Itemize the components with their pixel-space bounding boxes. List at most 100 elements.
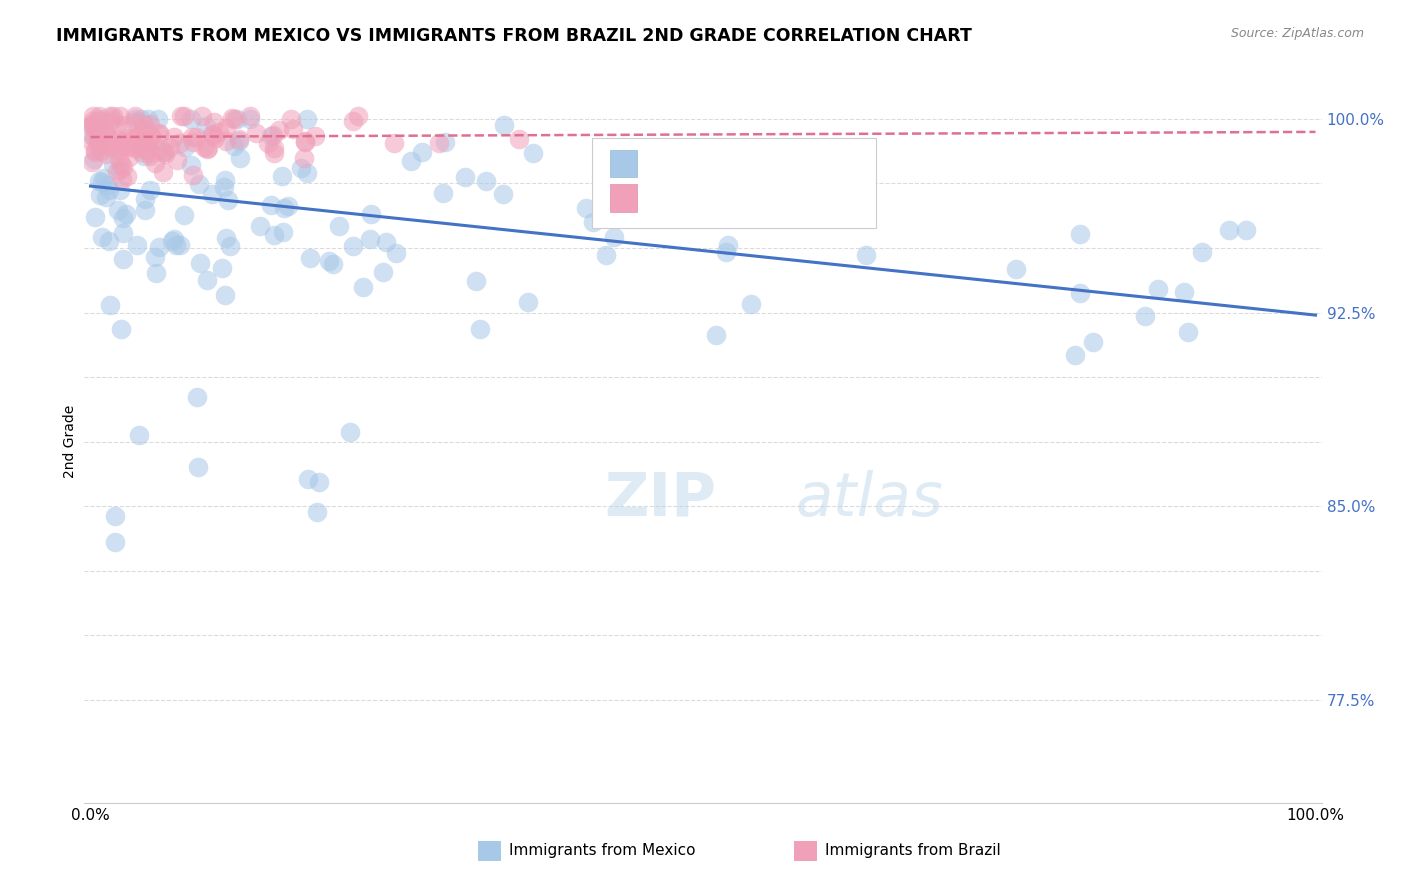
Point (169, 238, 191, 252)
Point (136, 143, 159, 157)
Point (193, 140, 215, 154)
FancyBboxPatch shape (610, 150, 637, 178)
Point (191, 109, 214, 123)
Point (107, 138, 129, 153)
Point (181, 129, 204, 144)
Point (127, 128, 149, 143)
Point (208, 125, 231, 139)
Point (434, 135, 457, 149)
Point (132, 149, 155, 163)
Point (152, 145, 174, 159)
Point (169, 136, 191, 150)
Point (129, 112, 152, 126)
Point (108, 162, 131, 177)
Point (121, 132, 143, 146)
Point (89, 114, 111, 128)
Point (143, 155, 166, 169)
Point (464, 274, 486, 288)
Point (342, 239, 364, 253)
Point (97, 183, 120, 197)
Point (385, 245, 408, 260)
Point (129, 139, 152, 153)
Point (124, 112, 146, 126)
Point (582, 215, 605, 229)
Point (180, 112, 202, 126)
Point (101, 157, 124, 171)
Point (222, 138, 245, 153)
Point (138, 142, 160, 156)
Text: ZIP: ZIP (605, 470, 716, 529)
Point (263, 145, 285, 160)
Point (195, 273, 218, 287)
Point (108, 144, 131, 158)
Point (305, 505, 328, 519)
Point (454, 170, 477, 185)
Point (83, 120, 105, 134)
Point (162, 232, 184, 246)
Text: N =: N = (759, 189, 796, 207)
Point (94, 126, 117, 140)
Point (595, 248, 617, 262)
Point (170, 109, 193, 123)
Point (204, 130, 226, 145)
Point (134, 117, 156, 131)
Point (1064, 348, 1087, 362)
Point (263, 141, 285, 155)
Point (89, 174, 111, 188)
Point (290, 161, 312, 175)
Point (304, 128, 326, 143)
Point (96, 178, 118, 192)
Point (128, 428, 150, 442)
Point (112, 211, 135, 225)
Point (134, 121, 156, 136)
Point (211, 260, 233, 275)
Point (298, 252, 321, 266)
Point (89, 143, 111, 157)
Point (294, 135, 316, 149)
Point (139, 129, 162, 144)
Point (575, 201, 598, 215)
Point (271, 169, 294, 183)
Point (87, 112, 110, 126)
Point (136, 131, 159, 145)
Point (346, 109, 368, 123)
Point (218, 239, 240, 253)
Point (101, 112, 124, 126)
Point (224, 112, 246, 127)
Text: atlas: atlas (796, 470, 943, 529)
Point (134, 136, 156, 150)
Point (129, 138, 152, 153)
Point (427, 136, 450, 150)
Point (257, 136, 280, 150)
Point (150, 142, 173, 156)
Point (475, 174, 498, 188)
Point (83, 129, 105, 144)
Point (153, 147, 176, 161)
Point (138, 112, 160, 126)
Point (104, 508, 127, 523)
Point (187, 460, 209, 475)
Point (148, 240, 170, 254)
Point (117, 138, 139, 153)
Point (89, 122, 111, 136)
Point (153, 145, 176, 159)
Point (202, 115, 225, 129)
Point (197, 141, 219, 155)
Point (82, 109, 104, 123)
Point (146, 112, 169, 126)
Point (277, 199, 299, 213)
Point (132, 141, 155, 155)
Point (84, 210, 107, 224)
Point (522, 146, 544, 161)
Point (80, 155, 103, 169)
Point (173, 139, 195, 153)
Point (111, 252, 134, 266)
Y-axis label: 2nd Grade: 2nd Grade (63, 405, 77, 478)
Point (186, 130, 208, 145)
Point (704, 328, 727, 343)
Point (217, 193, 239, 207)
Point (82, 113, 104, 128)
Point (339, 425, 361, 439)
Point (1177, 325, 1199, 339)
Text: R =: R = (647, 154, 683, 172)
